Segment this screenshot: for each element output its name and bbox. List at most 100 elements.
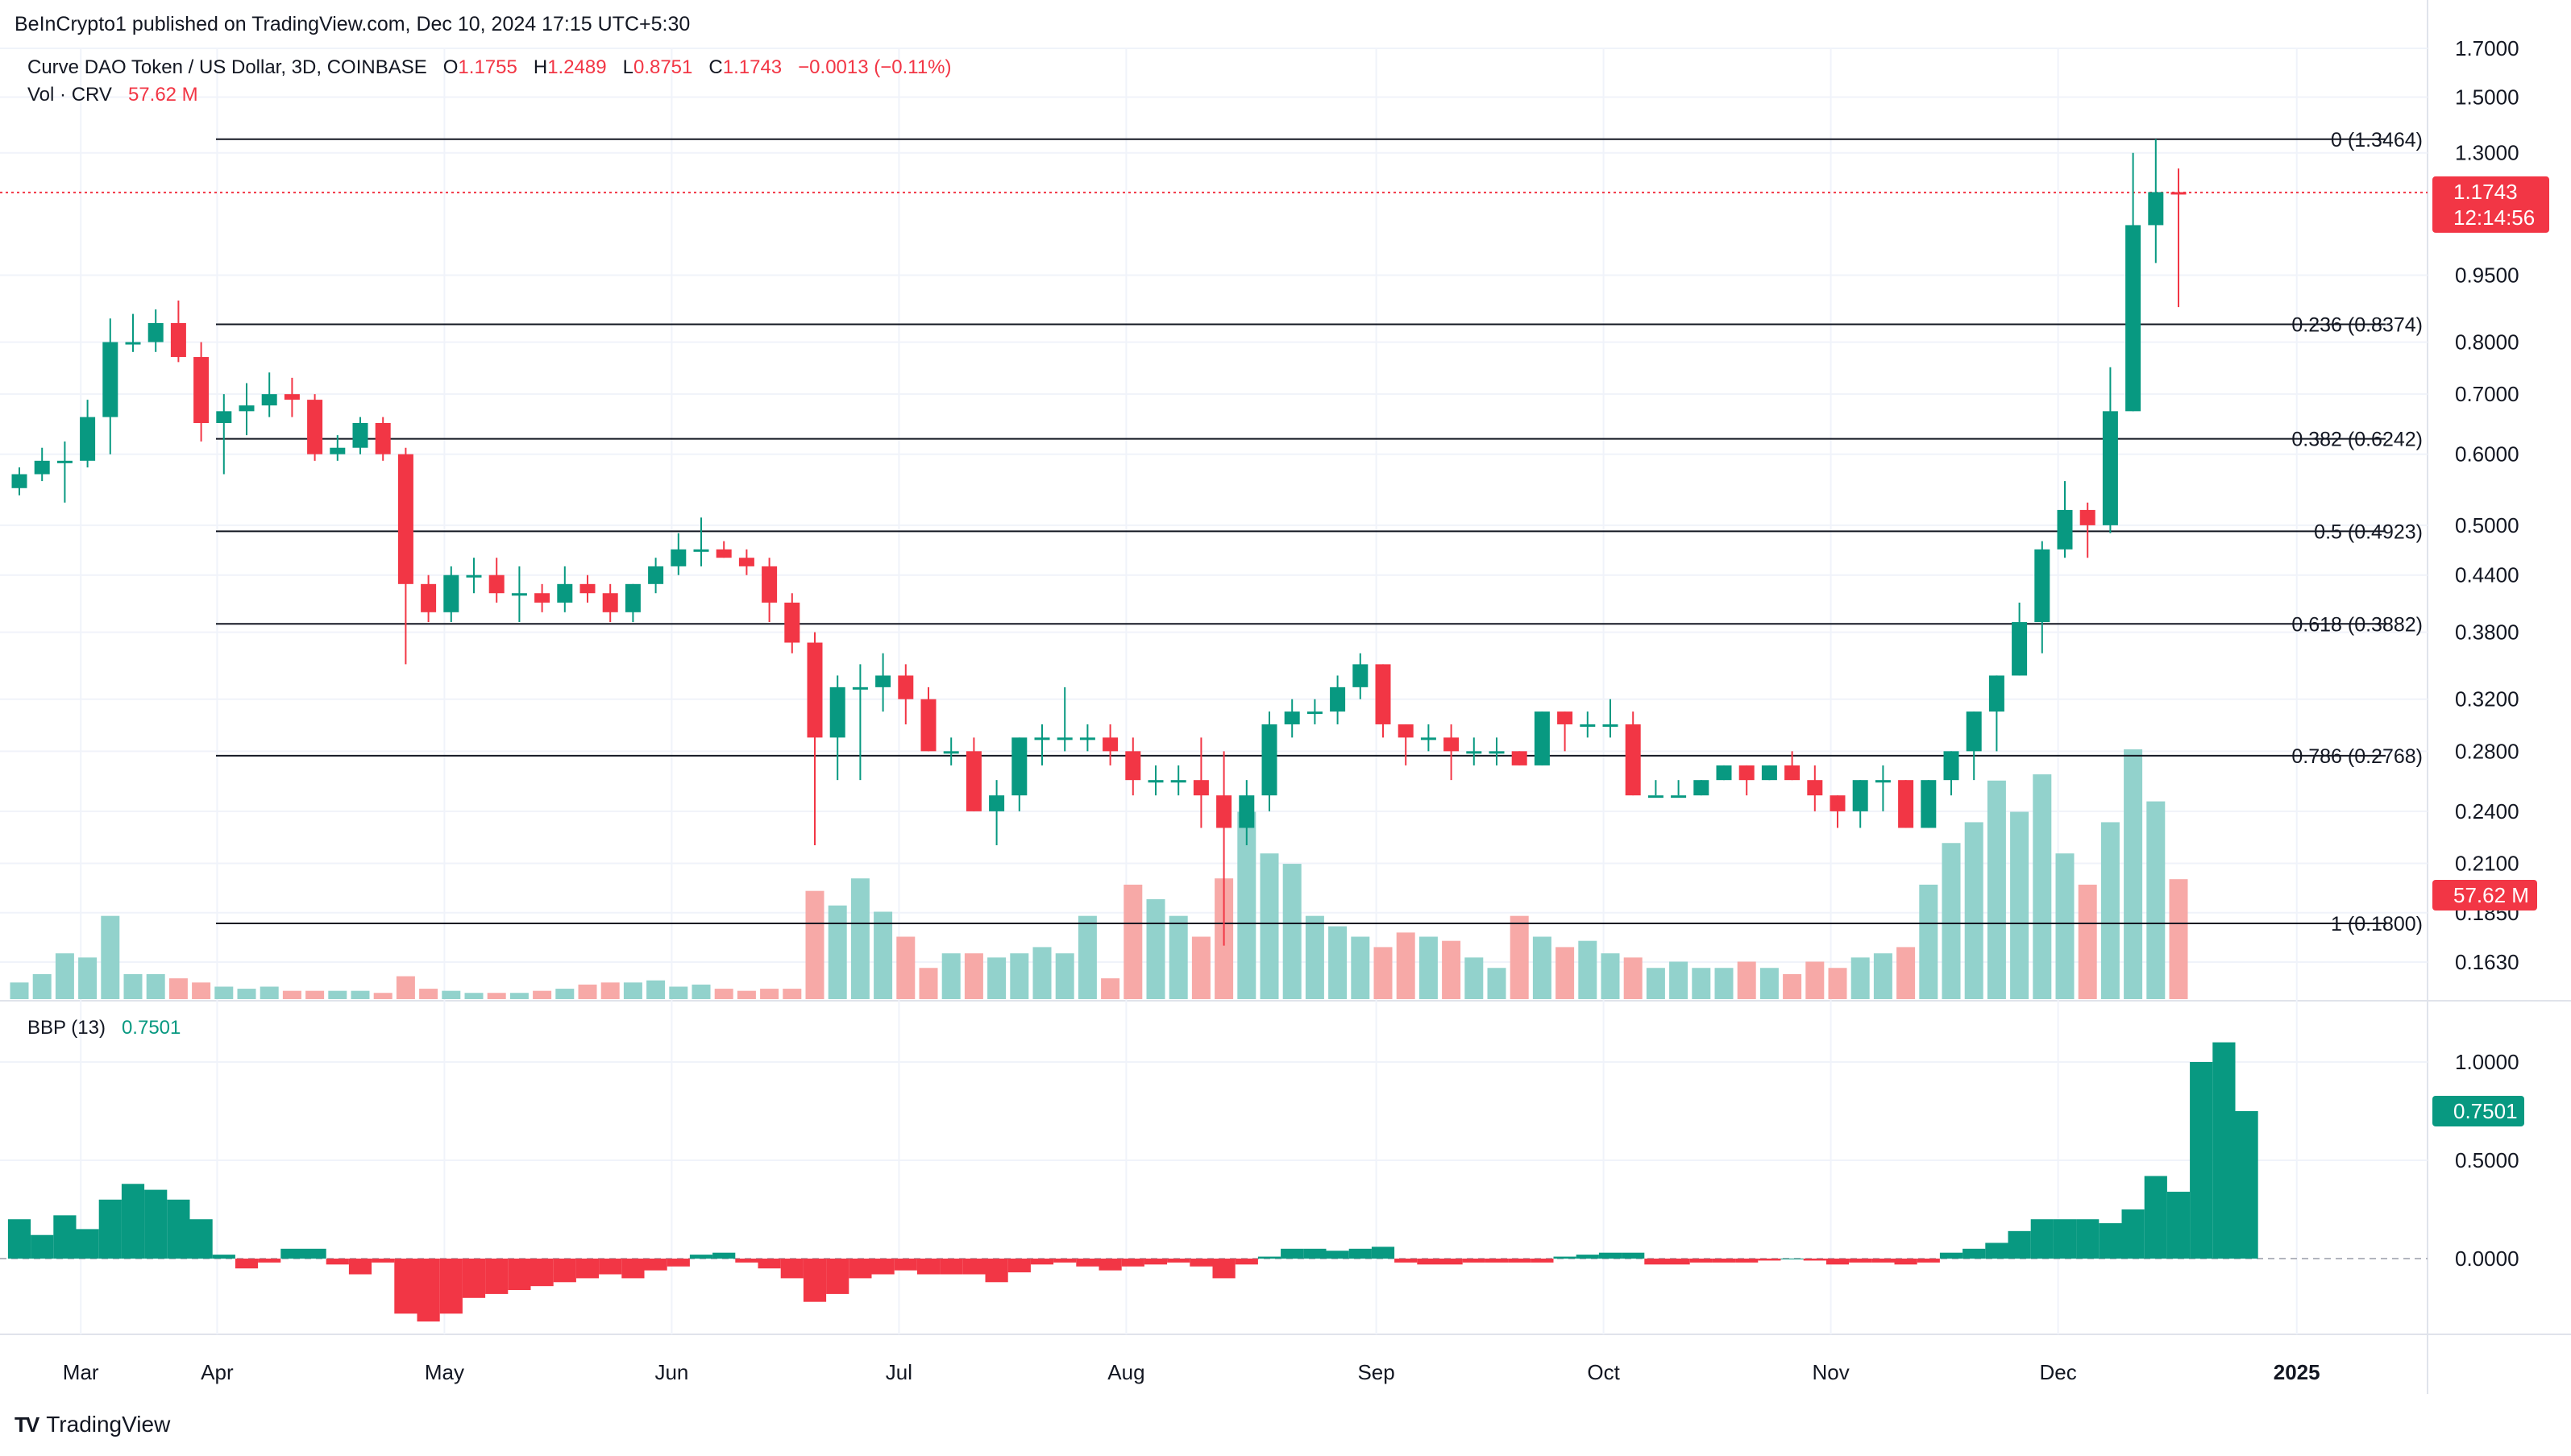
bbp-bar: [985, 1259, 1008, 1283]
candle-up: [1420, 737, 1436, 740]
fibonacci-retracement[interactable]: 0 (1.3464) 0.236 (0.8374) 0.382 (0.6242) 0.…: [0, 129, 2428, 935]
volume-bar: [1737, 961, 1756, 999]
bbp-legend[interactable]: BBP (13) 0.7501: [27, 1017, 181, 1039]
symbol-legend[interactable]: Curve DAO Token / US Dollar, 3D, COINBAS…: [27, 56, 952, 79]
bbp-bar: [7, 1219, 31, 1259]
price-axis[interactable]: 1.7000 1.5000 1.3000 0.9500 0.8000 0.7000 0.60…: [2432, 36, 2549, 1271]
candle-up: [2012, 622, 2028, 676]
candle-up: [1352, 664, 1369, 687]
volume-bar: [442, 990, 461, 999]
volume-bar: [1487, 968, 1506, 999]
bbp-bar: [1644, 1259, 1668, 1265]
candle-up: [1761, 765, 1777, 781]
candle-up: [648, 566, 664, 584]
candle-up: [466, 575, 482, 578]
bbp-bar: [1803, 1259, 1826, 1261]
volume-bar: [10, 982, 29, 999]
fib-level-label: 0.5 (0.4923): [2314, 521, 2423, 543]
bbp-bar: [689, 1255, 713, 1259]
tradingview-logo-icon: TV: [15, 1412, 39, 1437]
change-value: −0.0013 (−0.11%): [798, 56, 952, 78]
candle-up: [1261, 724, 1277, 796]
candle-up: [852, 687, 868, 690]
volume-bar: [1464, 957, 1484, 999]
volume-bar: [1532, 936, 1551, 999]
volume-bar: [2146, 801, 2166, 999]
bbp-bar: [553, 1259, 576, 1283]
bbp-bar: [1348, 1248, 1372, 1259]
candle-down: [1193, 780, 1209, 796]
bbp-bar: [1894, 1259, 1917, 1265]
time-tick-label: Sep: [1357, 1360, 1394, 1384]
bbp-bar: [2190, 1062, 2213, 1259]
candle-down: [193, 357, 210, 423]
candle-up: [693, 549, 709, 552]
bbp-bar: [2121, 1209, 2145, 1259]
bbp-bar: [1144, 1259, 1168, 1265]
volume-bar: [1850, 957, 1870, 999]
bbp-bar: [826, 1259, 849, 1294]
candle-up: [1671, 795, 1687, 799]
candle-up: [1966, 711, 1982, 752]
fib-level-label: 0.382 (0.6242): [2291, 429, 2423, 451]
candle-up: [2148, 192, 2164, 226]
volume-bar: [1418, 936, 1438, 999]
volume-bar: [1282, 864, 1302, 999]
bbp-bar: [1667, 1259, 1690, 1265]
bbp-bar: [508, 1259, 531, 1291]
bbp-bar: [735, 1259, 758, 1263]
time-axis[interactable]: Mar Apr May Jun Jul Aug Sep Oct Nov Dec 2025: [63, 1360, 2320, 1384]
bbp-bar: [530, 1259, 554, 1287]
candle-down: [1625, 724, 1641, 796]
volume-bar: [78, 957, 98, 999]
candle-down: [966, 751, 982, 811]
candle-down: [1807, 780, 1823, 796]
volume-bar: [123, 974, 143, 999]
candle-up: [443, 575, 459, 612]
tradingview-footer[interactable]: TV TradingView: [15, 1412, 170, 1437]
bbp-bar: [1871, 1259, 1895, 1263]
time-tick-label: Dec: [2039, 1360, 2076, 1384]
bbp-bar: [1917, 1259, 1940, 1263]
bbp-bar: [439, 1259, 463, 1314]
volume-bar: [964, 953, 983, 999]
volume-bar: [1078, 915, 1097, 999]
candle-down: [1830, 795, 1846, 811]
candle-down: [1443, 737, 1460, 752]
symbol-name: Curve DAO Token / US Dollar, 3D, COINBAS…: [27, 56, 427, 78]
bbp-bar: [1508, 1259, 1531, 1263]
volume-legend[interactable]: Vol · CRV 57.62 M: [27, 84, 198, 106]
volume-bar: [305, 990, 325, 999]
bbp-bar: [849, 1259, 872, 1279]
volume-bar: [464, 993, 484, 999]
bbp-last-value: 0.7501: [2453, 1099, 2518, 1123]
candle-down: [1511, 751, 1527, 765]
candle-down: [307, 400, 323, 454]
time-tick-label: Mar: [63, 1360, 99, 1384]
bbp-bar: [667, 1259, 690, 1267]
bbp-bar: [53, 1215, 77, 1259]
volume-bar: [828, 905, 847, 999]
bbp-bar: [303, 1248, 326, 1259]
volume-bar: [1873, 953, 1892, 999]
bbp-bar: [167, 1199, 190, 1259]
time-tick-label: Jun: [654, 1360, 688, 1384]
candle-up: [1011, 737, 1028, 796]
bbp-bar: [394, 1259, 417, 1314]
bbp-bar: [2235, 1111, 2258, 1259]
bbp-bar: [1735, 1259, 1759, 1263]
candle-up: [1489, 751, 1505, 754]
price-tick-label: 0.3800: [2455, 620, 2519, 645]
bbp-bar: [348, 1259, 372, 1275]
candle-down: [284, 394, 300, 400]
volume-bar: [55, 953, 74, 999]
candle-up: [330, 447, 346, 454]
bbp-bar: [1963, 1248, 1986, 1259]
candle-up: [125, 342, 141, 345]
bbp-bar: [780, 1259, 804, 1279]
bbp-bar: [1939, 1252, 1963, 1259]
candle-down: [1898, 780, 1914, 828]
candle-up: [80, 417, 96, 461]
